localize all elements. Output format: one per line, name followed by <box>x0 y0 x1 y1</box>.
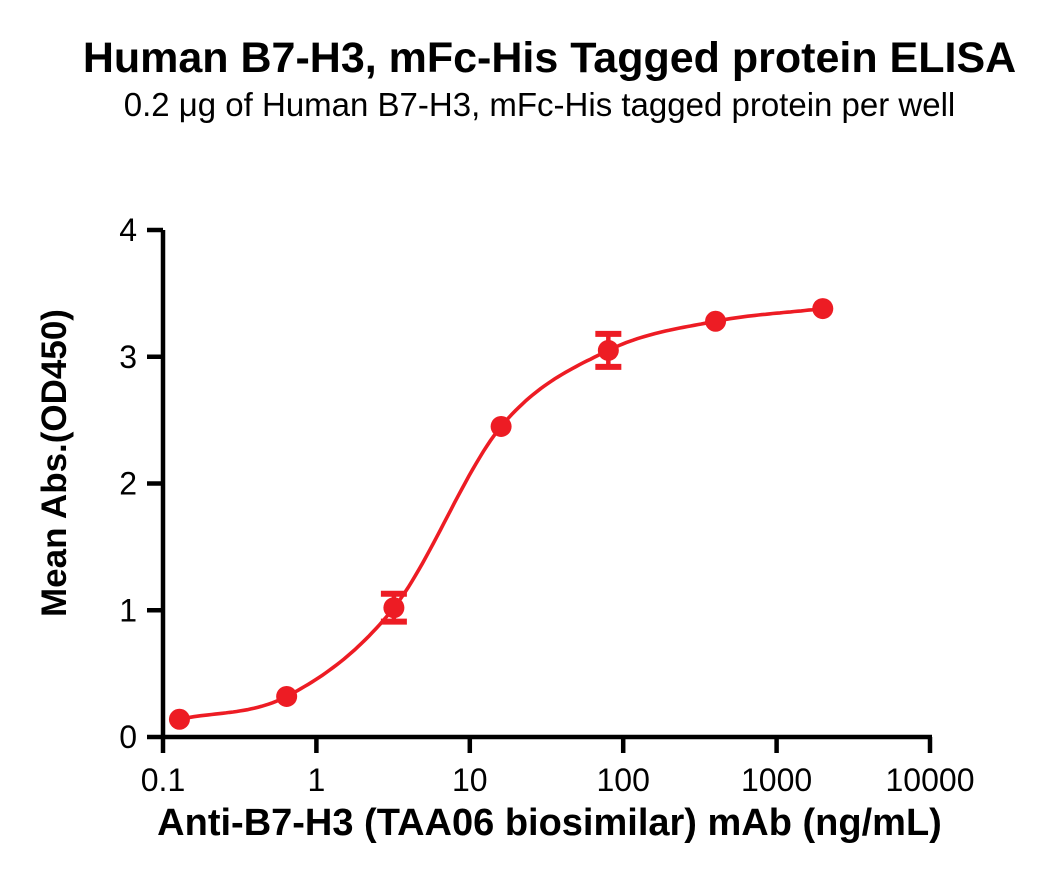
x-tick-label: 0.1 <box>141 762 185 798</box>
fit-curve <box>177 306 825 722</box>
y-tick-label: 2 <box>119 466 137 502</box>
data-point <box>383 597 405 619</box>
x-tick-label: 10000 <box>886 762 975 798</box>
data-point <box>490 415 512 437</box>
x-tick-label: 1 <box>308 762 326 798</box>
chart-title: Human B7-H3, mFc-His Tagged protein ELIS… <box>82 34 1017 82</box>
data-point <box>705 310 727 332</box>
y-tick-label: 3 <box>119 339 137 375</box>
data-point <box>168 708 190 730</box>
x-axis-title: Anti-B7-H3 (TAA06 biosimilar) mAb (ng/mL… <box>157 802 942 844</box>
data-point <box>276 685 298 707</box>
data-point <box>597 339 619 361</box>
chart-subtitle: 0.2 μg of Human B7-H3, mFc-His tagged pr… <box>123 86 956 123</box>
x-tick-label: 1000 <box>741 762 812 798</box>
x-tick-label: 100 <box>597 762 650 798</box>
y-tick-label: 0 <box>119 719 137 755</box>
x-tick-label: 10 <box>452 762 488 798</box>
y-tick-label: 1 <box>119 592 137 628</box>
y-tick-label: 4 <box>119 212 137 248</box>
data-point <box>812 298 834 320</box>
